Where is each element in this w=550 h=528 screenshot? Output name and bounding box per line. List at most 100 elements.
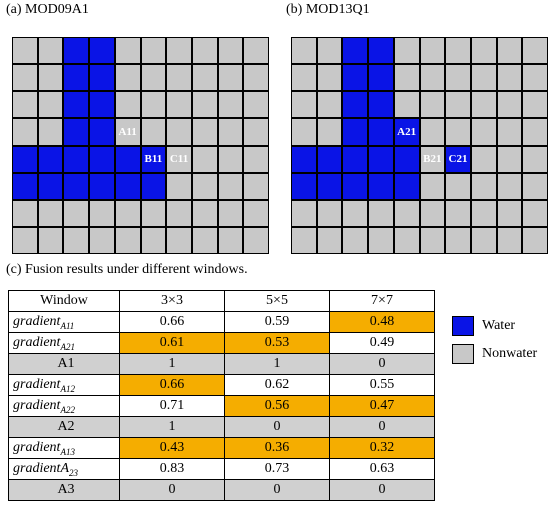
nonwater-cell: [394, 200, 419, 226]
water-cell: [343, 38, 368, 64]
value-cell: 1: [119, 416, 225, 438]
nonwater-cell: [497, 146, 522, 172]
row-label: A1: [8, 353, 120, 375]
nonwater-cell: [420, 38, 445, 64]
nonwater-cell: [523, 119, 547, 145]
nonwater-cell: A11: [115, 119, 140, 145]
nonwater-cell: [192, 38, 217, 64]
nonwater-cell: [38, 92, 63, 118]
legend-water: Water: [452, 316, 515, 336]
nonwater-cell: [446, 38, 470, 64]
nonwater-cell: [497, 92, 522, 118]
value-cell: 0.73: [224, 458, 330, 480]
nonwater-cell: [523, 92, 547, 118]
water-cell: [64, 38, 89, 64]
cell-label: C11: [169, 153, 189, 166]
nonwater-cell: [446, 65, 470, 91]
nonwater-cell: [90, 200, 114, 226]
nonwater-cell: [192, 227, 217, 253]
water-cell: [13, 146, 37, 172]
row-label: gradientA23: [8, 458, 120, 480]
water-cell: [38, 173, 63, 199]
value-cell: 0.48: [329, 311, 435, 333]
row-label-subscript: A22: [60, 404, 75, 415]
water-cell: [90, 92, 114, 118]
nonwater-cell: [141, 92, 166, 118]
nonwater-cell: [292, 92, 316, 118]
nonwater-cell: [523, 38, 547, 64]
nonwater-cell: [497, 65, 522, 91]
cell-label: C21: [448, 153, 468, 166]
nonwater-cell: [115, 200, 140, 226]
water-cell: [90, 119, 114, 145]
nonwater-cell: [167, 173, 191, 199]
table-row: A2 1 0 0: [8, 416, 435, 438]
nonwater-cell: [218, 227, 243, 253]
nonwater-cell: [394, 227, 419, 253]
nonwater-cell: [218, 119, 243, 145]
nonwater-cell: [38, 227, 63, 253]
nonwater-cell: [497, 38, 522, 64]
row-label-subscript: A13: [60, 446, 75, 457]
nonwater-cell: [471, 38, 496, 64]
row-label: gradientA12: [8, 374, 120, 396]
nonwater-cell: [244, 65, 268, 91]
nonwater-cell: [369, 227, 393, 253]
nonwater-cell: [167, 92, 191, 118]
row-label: gradientA11: [8, 311, 120, 333]
water-cell: [369, 146, 393, 172]
nonwater-cell: [115, 227, 140, 253]
nonwater-cell: [523, 227, 547, 253]
nonwater-cell: [244, 200, 268, 226]
nonwater-cell: [141, 119, 166, 145]
row-label-base: A3: [57, 482, 75, 497]
row-label-base: gradientA: [13, 460, 69, 476]
panel-a-grid: A11 B11 C11: [12, 37, 269, 254]
row-label-base: gradient: [13, 334, 61, 350]
header-7x7: 7×7: [329, 290, 435, 312]
row-label-subscript: A12: [60, 383, 75, 394]
water-cell: [90, 146, 114, 172]
nonwater-cell: [244, 173, 268, 199]
row-label-base: A2: [57, 419, 75, 434]
nonwater-cell: [90, 227, 114, 253]
nonwater-cell: [317, 65, 342, 91]
legend-nonwater-label: Nonwater: [482, 346, 538, 361]
table-row: gradientA22 0.71 0.56 0.47: [8, 395, 435, 417]
legend-water-label: Water: [482, 318, 516, 333]
nonwater-cell: [115, 92, 140, 118]
cell-label: A21: [397, 125, 417, 138]
table-row: gradientA11 0.66 0.59 0.48: [8, 311, 435, 333]
nonwater-cell: [317, 92, 342, 118]
nonwater-cell: [317, 227, 342, 253]
nonwater-cell: [13, 38, 37, 64]
water-cell: [64, 92, 89, 118]
nonwater-cell: [317, 200, 342, 226]
nonwater-cell: [471, 200, 496, 226]
nonwater-cell: [13, 65, 37, 91]
water-cell: [369, 173, 393, 199]
nonwater-cell: [244, 92, 268, 118]
water-cell: [369, 38, 393, 64]
row-label-base: A1: [57, 356, 75, 371]
row-label: gradientA13: [8, 437, 120, 459]
table-row: gradientA23 0.83 0.73 0.63: [8, 458, 435, 480]
value-cell: 1: [119, 353, 225, 375]
nonwater-cell: [317, 38, 342, 64]
row-label: gradientA22: [8, 395, 120, 417]
water-cell: [343, 119, 368, 145]
header-3x3: 3×3: [119, 290, 225, 312]
nonwater-cell: [218, 92, 243, 118]
nonwater-cell: [167, 227, 191, 253]
water-cell: [317, 146, 342, 172]
value-cell: 0: [119, 479, 225, 501]
water-cell: [369, 92, 393, 118]
table-row: A3 0 0 0: [8, 479, 435, 501]
value-cell: 0.71: [119, 395, 225, 417]
value-cell: 0.66: [119, 311, 225, 333]
header-window: Window: [8, 290, 120, 312]
nonwater-cell: [192, 119, 217, 145]
nonwater-cell: [192, 200, 217, 226]
water-cell: [317, 173, 342, 199]
value-cell: 0.32: [329, 437, 435, 459]
